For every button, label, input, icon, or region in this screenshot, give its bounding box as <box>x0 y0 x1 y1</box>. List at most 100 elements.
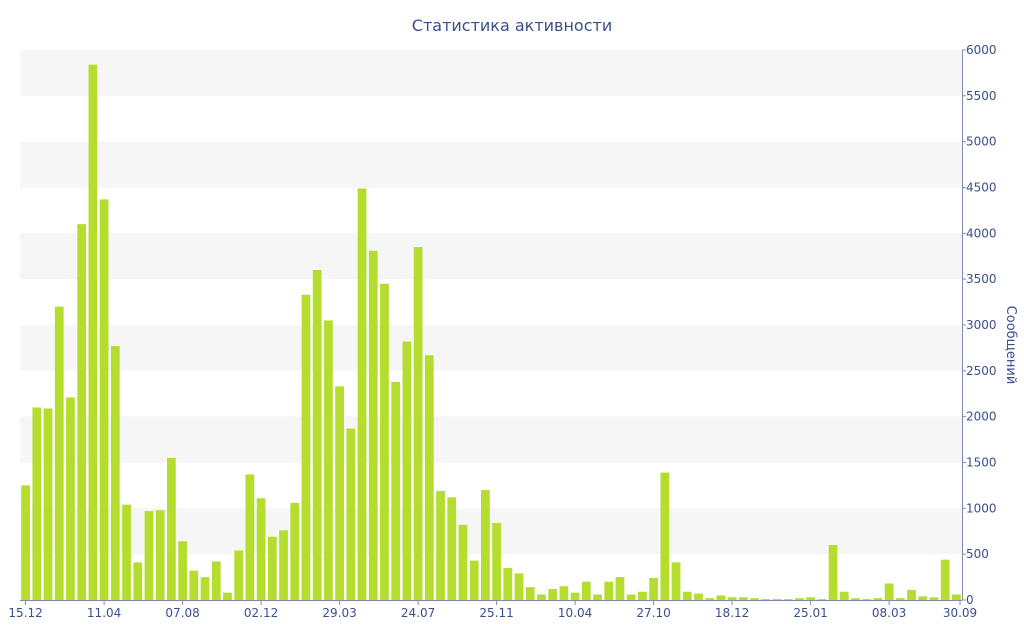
bar[interactable] <box>335 386 344 600</box>
grid-band <box>20 508 962 555</box>
bar[interactable] <box>458 524 468 600</box>
y-tick-label: 2500 <box>966 364 997 378</box>
bar[interactable] <box>660 472 670 600</box>
bar[interactable] <box>682 591 692 600</box>
bar[interactable] <box>447 497 457 600</box>
bar[interactable] <box>649 578 658 600</box>
bar[interactable] <box>178 541 187 600</box>
bar[interactable] <box>380 283 389 600</box>
bar[interactable] <box>694 593 703 600</box>
bar[interactable] <box>324 320 333 600</box>
bar[interactable] <box>155 510 165 600</box>
bar[interactable] <box>862 599 872 600</box>
bar[interactable] <box>21 485 30 600</box>
bar[interactable] <box>413 247 423 601</box>
bar[interactable] <box>851 598 860 600</box>
bar[interactable] <box>256 498 266 600</box>
bar[interactable] <box>43 408 53 600</box>
bar[interactable] <box>312 270 322 600</box>
bar[interactable] <box>761 599 771 600</box>
bar[interactable] <box>581 581 591 600</box>
bar[interactable] <box>122 504 131 600</box>
bar[interactable] <box>772 599 782 600</box>
bar[interactable] <box>267 536 277 600</box>
bar[interactable] <box>570 592 580 600</box>
bar[interactable] <box>727 597 737 600</box>
bar[interactable] <box>481 490 490 600</box>
bar[interactable] <box>604 581 614 600</box>
x-tick-label: 25.11 <box>479 606 513 620</box>
bar[interactable] <box>189 570 199 600</box>
bar[interactable] <box>806 597 815 600</box>
bars <box>21 64 961 601</box>
bar[interactable] <box>290 502 300 600</box>
bar[interactable] <box>750 598 759 600</box>
bar[interactable] <box>626 594 636 601</box>
bar[interactable] <box>32 407 42 601</box>
bar[interactable] <box>279 530 288 600</box>
bar[interactable] <box>110 346 120 600</box>
y-tick-label: 0 <box>966 593 974 607</box>
bar[interactable] <box>88 64 98 600</box>
grid-band <box>20 233 962 280</box>
bar[interactable] <box>167 457 176 600</box>
y-tick-label: 5000 <box>966 135 997 149</box>
bar[interactable] <box>503 567 513 600</box>
bar[interactable] <box>391 381 401 600</box>
bar[interactable] <box>133 562 143 600</box>
bar[interactable] <box>907 589 916 600</box>
bar[interactable] <box>492 523 501 600</box>
bar[interactable] <box>873 598 883 600</box>
bar[interactable] <box>436 490 445 600</box>
bar[interactable] <box>738 597 748 600</box>
bar[interactable] <box>940 559 950 600</box>
bar[interactable] <box>245 474 255 600</box>
bar[interactable] <box>211 561 221 601</box>
bar[interactable] <box>301 294 311 600</box>
bar[interactable] <box>817 599 827 600</box>
x-tick-label: 27.10 <box>636 606 670 620</box>
bar[interactable] <box>66 397 75 600</box>
bar[interactable] <box>795 598 804 600</box>
bar[interactable] <box>918 596 928 600</box>
bar[interactable] <box>952 594 961 601</box>
bar[interactable] <box>99 199 109 600</box>
y-axis: 0 500 1000 1500 2000 2500 3000 3500 4000 4500 5000… <box>962 43 997 607</box>
bar[interactable] <box>783 599 793 600</box>
x-tick-label: 07.08 <box>165 606 199 620</box>
bar[interactable] <box>716 595 726 600</box>
bar[interactable] <box>537 594 546 601</box>
bar[interactable] <box>839 591 849 600</box>
bar[interactable] <box>929 597 939 600</box>
bar[interactable] <box>525 587 535 600</box>
bar[interactable] <box>469 560 479 600</box>
x-tick-label: 15.12 <box>8 606 42 620</box>
bar[interactable] <box>705 598 715 600</box>
bar[interactable] <box>54 306 64 600</box>
bar[interactable] <box>424 355 434 600</box>
bar[interactable] <box>200 577 210 600</box>
bar[interactable] <box>884 583 894 601</box>
bar[interactable] <box>671 562 681 600</box>
bar[interactable] <box>514 573 524 600</box>
grid-band <box>20 141 962 188</box>
bar[interactable] <box>77 224 87 600</box>
bar[interactable] <box>828 545 838 600</box>
bar[interactable] <box>615 577 625 600</box>
bar[interactable] <box>357 188 367 600</box>
bar[interactable] <box>638 591 647 600</box>
bar[interactable] <box>548 589 558 600</box>
bar[interactable] <box>223 592 232 600</box>
bar[interactable] <box>368 250 378 600</box>
bar[interactable] <box>559 586 569 600</box>
bar[interactable] <box>402 341 412 601</box>
bar[interactable] <box>593 594 602 601</box>
y-tick-label: 1500 <box>966 456 997 470</box>
y-tick-label: 500 <box>966 547 989 561</box>
bar[interactable] <box>346 428 356 600</box>
bar[interactable] <box>234 550 244 601</box>
bar[interactable] <box>895 598 905 600</box>
x-tick-label: 02.12 <box>244 606 278 620</box>
bar[interactable] <box>144 511 154 600</box>
